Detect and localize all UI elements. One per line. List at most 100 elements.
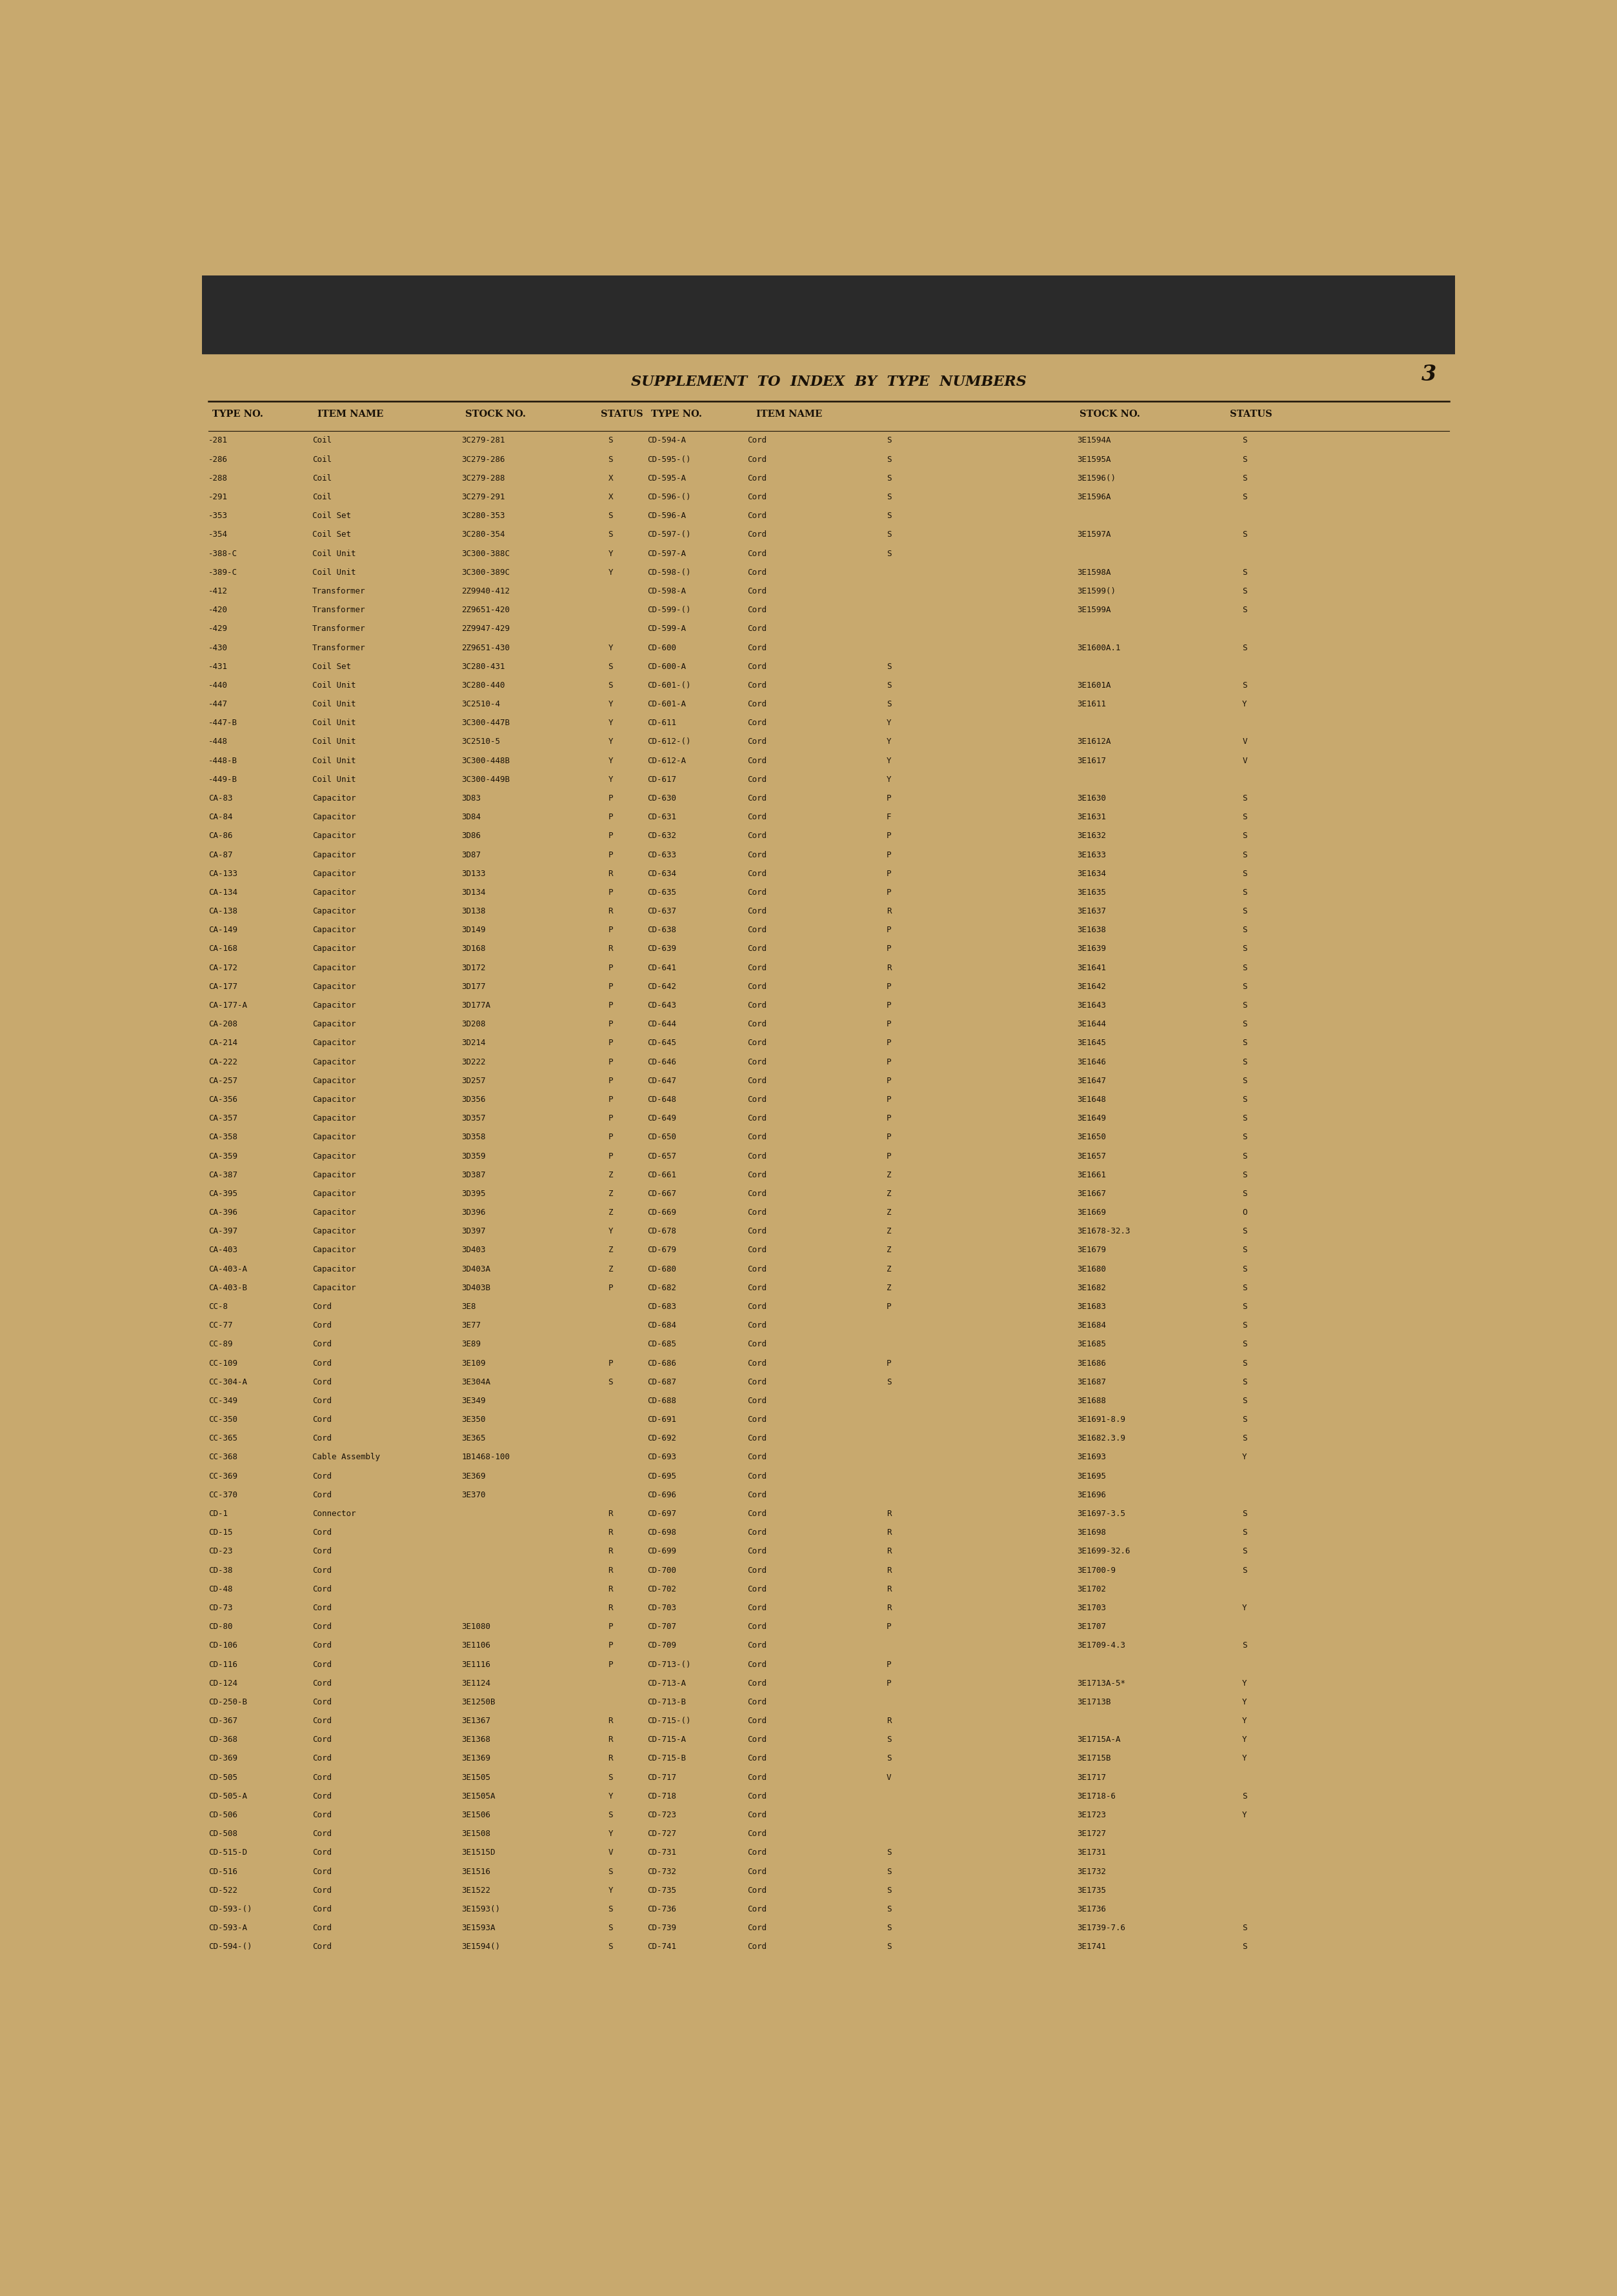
Text: CD-732: CD-732 [647,1867,676,1876]
Text: S: S [886,473,891,482]
Text: S: S [1242,588,1247,595]
Text: CD-699: CD-699 [647,1548,676,1557]
Text: P: P [608,1660,613,1669]
Text: S: S [1242,682,1247,689]
Text: 3E1594A: 3E1594A [1077,436,1111,445]
Text: Coil Unit: Coil Unit [312,737,356,746]
Text: CD-687: CD-687 [647,1378,676,1387]
Text: Cord: Cord [747,530,766,540]
Text: Y: Y [608,776,613,783]
Text: 3D395: 3D395 [461,1189,485,1199]
Text: 3E1698: 3E1698 [1077,1529,1106,1536]
Text: CD-667: CD-667 [647,1189,676,1199]
Text: 3E369: 3E369 [461,1472,485,1481]
Text: Cord: Cord [312,1924,331,1933]
Text: CA-358: CA-358 [209,1132,238,1141]
Text: CD-612-A: CD-612-A [647,755,686,765]
Text: S: S [886,530,891,540]
Text: Cord: Cord [747,755,766,765]
Text: P: P [886,1114,891,1123]
Text: 3E1639: 3E1639 [1077,944,1106,953]
Text: CD-647: CD-647 [647,1077,676,1086]
Text: Capacitor: Capacitor [312,1077,356,1086]
Text: 3E1700-9: 3E1700-9 [1077,1566,1116,1575]
Text: STOCK NO.: STOCK NO. [1080,411,1140,418]
Text: P: P [886,1077,891,1086]
Text: Capacitor: Capacitor [312,1095,356,1104]
Text: Capacitor: Capacitor [312,870,356,877]
Text: CD-696: CD-696 [647,1490,676,1499]
Text: 3E1641: 3E1641 [1077,964,1106,971]
Text: 3E1731: 3E1731 [1077,1848,1106,1857]
Text: S: S [1242,1942,1247,1952]
Text: P: P [608,1077,613,1086]
Text: 3E1643: 3E1643 [1077,1001,1106,1010]
Text: Cord: Cord [747,1226,766,1235]
Text: 3E1593(): 3E1593() [461,1906,500,1913]
Text: 3E1599A: 3E1599A [1077,606,1111,615]
Text: P: P [608,1132,613,1141]
Text: P: P [886,1153,891,1159]
Text: CD-598-A: CD-598-A [647,588,686,595]
Text: P: P [886,1359,891,1368]
Text: CD-682: CD-682 [647,1283,676,1293]
Text: S: S [1242,1359,1247,1368]
Text: CD-680: CD-680 [647,1265,676,1274]
Text: -286: -286 [209,455,228,464]
Text: Cord: Cord [312,1414,331,1424]
Text: Cord: Cord [747,889,766,898]
Text: Cord: Cord [747,1019,766,1029]
Text: CD-645: CD-645 [647,1038,676,1047]
Text: CD-611: CD-611 [647,719,676,728]
Text: Y: Y [1242,700,1247,709]
Text: S: S [1242,1302,1247,1311]
Text: Z: Z [608,1171,613,1180]
Text: CD-598-(): CD-598-() [647,567,690,576]
Text: 2Z9947-429: 2Z9947-429 [461,625,509,634]
Text: CD-718: CD-718 [647,1793,676,1800]
Text: CD-715-B: CD-715-B [647,1754,686,1763]
Text: CD-638: CD-638 [647,925,676,934]
Text: CD-617: CD-617 [647,776,676,783]
Text: Cord: Cord [747,1887,766,1894]
Text: Cord: Cord [747,1189,766,1199]
Text: CC-8: CC-8 [209,1302,228,1311]
Text: P: P [886,925,891,934]
Text: Cord: Cord [747,436,766,445]
Text: 3E1732: 3E1732 [1077,1867,1106,1876]
Text: 3D83: 3D83 [461,794,480,804]
Text: 3E1684: 3E1684 [1077,1320,1106,1329]
Text: Coil Unit: Coil Unit [312,567,356,576]
Text: 3E1682: 3E1682 [1077,1283,1106,1293]
Text: S: S [1242,1793,1247,1800]
Text: Cord: Cord [747,1378,766,1387]
Text: 3C300-449B: 3C300-449B [461,776,509,783]
Text: Cord: Cord [747,964,766,971]
Text: Capacitor: Capacitor [312,1058,356,1065]
Text: CD-506: CD-506 [209,1812,238,1818]
Text: P: P [886,794,891,804]
Text: CA-83: CA-83 [209,794,233,804]
Text: CD-643: CD-643 [647,1001,676,1010]
Text: P: P [608,1019,613,1029]
Text: STATUS: STATUS [1229,411,1273,418]
Text: 3E1611: 3E1611 [1077,700,1106,709]
Text: CD-700: CD-700 [647,1566,676,1575]
Text: CD-633: CD-633 [647,850,676,859]
Text: X: X [608,494,613,501]
Text: 3E1682.3.9: 3E1682.3.9 [1077,1435,1125,1442]
Text: S: S [1242,944,1247,953]
Text: Z: Z [886,1189,891,1199]
Text: S: S [1242,925,1247,934]
Text: V: V [608,1848,613,1857]
Text: Cord: Cord [312,1529,331,1536]
Text: CD-600-A: CD-600-A [647,661,686,670]
Text: Cord: Cord [747,1359,766,1368]
Text: Y: Y [886,776,891,783]
Text: Cord: Cord [312,1793,331,1800]
Text: P: P [886,1019,891,1029]
Text: SUPPLEMENT  TO  INDEX  BY  TYPE  NUMBERS: SUPPLEMENT TO INDEX BY TYPE NUMBERS [631,374,1027,388]
Text: Cord: Cord [312,1848,331,1857]
Text: 3E1647: 3E1647 [1077,1077,1106,1086]
Text: Cord: Cord [747,1793,766,1800]
